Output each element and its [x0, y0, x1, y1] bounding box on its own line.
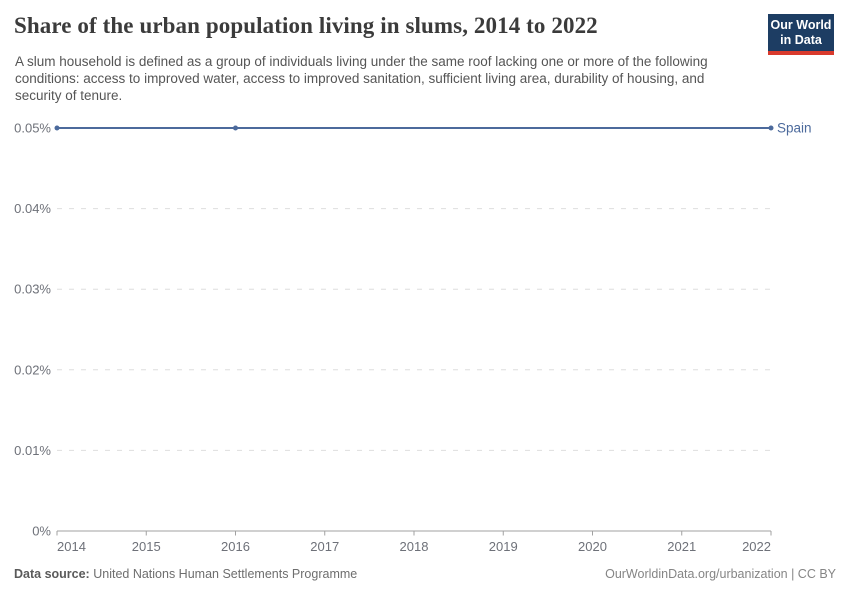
data-point-marker[interactable] [768, 125, 774, 131]
data-source: Data source: United Nations Human Settle… [14, 567, 357, 581]
owid-logo-line1: Our World [770, 18, 832, 32]
series-label-spain[interactable]: Spain [777, 121, 812, 136]
y-tick-label: 0.04% [14, 201, 51, 216]
data-point-marker[interactable] [54, 125, 60, 131]
y-tick-label: 0.05% [14, 121, 51, 136]
x-tick-label: 2015 [132, 539, 161, 554]
data-source-label: Data source: [14, 567, 90, 581]
owid-logo-line2: in Data [780, 33, 822, 47]
chart-footer: Data source: United Nations Human Settle… [14, 567, 836, 581]
x-tick-label: 2022 [742, 539, 771, 554]
y-tick-label: 0.02% [14, 362, 51, 377]
x-tick-label: 2020 [578, 539, 607, 554]
x-tick-label: 2018 [400, 539, 429, 554]
license-credit[interactable]: OurWorldinData.org/urbanization | CC BY [605, 567, 836, 581]
data-source-value: United Nations Human Settlements Program… [93, 567, 358, 581]
data-point-marker[interactable] [233, 125, 238, 131]
x-tick-label: 2016 [221, 539, 250, 554]
x-tick-label: 2014 [57, 539, 86, 554]
chart-subtitle: A slum household is defined as a group o… [15, 54, 708, 103]
y-tick-label: 0.01% [14, 443, 51, 458]
y-tick-label: 0.03% [14, 282, 51, 297]
y-tick-label: 0% [32, 524, 51, 539]
x-tick-label: 2021 [667, 539, 696, 554]
x-tick-label: 2019 [489, 539, 518, 554]
x-tick-label: 2017 [310, 539, 339, 554]
owid-logo[interactable]: Our World in Data [768, 14, 834, 55]
chart-title: Share of the urban population living in … [14, 13, 598, 38]
